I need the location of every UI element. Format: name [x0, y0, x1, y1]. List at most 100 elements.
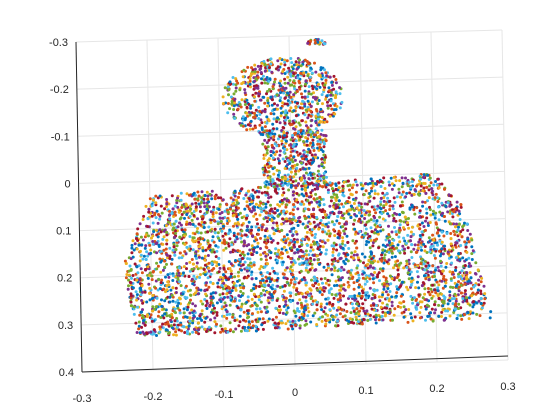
- scatter-point: [315, 300, 319, 304]
- scatter-point: [272, 117, 276, 121]
- scatter-point: [482, 284, 486, 288]
- scatter-point: [288, 167, 292, 171]
- scatter-point: [236, 206, 240, 210]
- scatter-point: [206, 194, 210, 198]
- scatter-point: [276, 103, 279, 107]
- scatter-point: [311, 138, 315, 142]
- scatter-point: [317, 172, 321, 176]
- scatter-point: [266, 200, 270, 204]
- scatter-point: [154, 216, 158, 220]
- scatter-point: [331, 302, 335, 306]
- scatter-point: [256, 70, 260, 74]
- scatter-point: [185, 209, 189, 213]
- scatter-point: [385, 191, 389, 195]
- scatter-point: [335, 195, 339, 199]
- scatter-point: [354, 230, 358, 234]
- scatter-point: [174, 231, 178, 235]
- scatter-point: [390, 295, 394, 299]
- scatter-point: [293, 320, 297, 323]
- scatter-point: [253, 111, 256, 115]
- scatter-point: [387, 251, 391, 254]
- scatter-point: [373, 228, 377, 232]
- scatter-point: [314, 281, 317, 285]
- scatter-point: [285, 266, 289, 270]
- scatter-point: [341, 225, 345, 229]
- scatter-point: [320, 128, 324, 132]
- scatter-point: [273, 189, 277, 193]
- scatter-point: [241, 115, 245, 119]
- scatter-point: [294, 131, 297, 135]
- scatter-point: [291, 193, 295, 197]
- scatter-point: [357, 219, 361, 223]
- scatter-point: [245, 128, 249, 132]
- scatter-point: [300, 184, 304, 188]
- scatter-point: [415, 270, 419, 274]
- scatter-point: [297, 121, 301, 125]
- scatter-point: [246, 252, 250, 256]
- scatter-point: [415, 206, 419, 210]
- scatter-point: [337, 253, 340, 257]
- scatter-point: [277, 159, 281, 163]
- scatter-point: [392, 266, 395, 270]
- scatter-point: [240, 240, 244, 244]
- scatter-point: [176, 306, 180, 310]
- scatter-point: [236, 279, 239, 283]
- scatter-point: [325, 232, 329, 236]
- scatter-point: [218, 266, 222, 270]
- scatter-point: [155, 261, 159, 265]
- scatter-point: [129, 296, 133, 300]
- scatter-point: [338, 257, 342, 261]
- scatter-point: [211, 215, 215, 219]
- scatter-point: [192, 236, 196, 240]
- scatter-point: [290, 221, 294, 225]
- scatter-point: [297, 310, 301, 313]
- scatter-point: [465, 222, 469, 226]
- scatter-point: [127, 273, 131, 277]
- scatter-point: [251, 68, 255, 72]
- scatter-point: [259, 71, 263, 74]
- scatter-point: [254, 202, 258, 206]
- scatter-point: [263, 321, 267, 324]
- scatter-point: [162, 287, 166, 291]
- scatter-point: [314, 70, 318, 74]
- scatter-point: [165, 233, 169, 237]
- scatter-point: [251, 127, 255, 131]
- scatter-point: [218, 216, 222, 220]
- scatter-point: [334, 90, 338, 94]
- scatter-point: [218, 239, 222, 242]
- scatter-point: [304, 108, 308, 112]
- scatter-point: [277, 309, 281, 313]
- scatter-point: [352, 309, 356, 313]
- scatter-point: [428, 250, 432, 254]
- scatter-point: [140, 325, 144, 329]
- scatter-point: [307, 215, 311, 219]
- scatter-point: [251, 188, 255, 192]
- scatter-point: [303, 187, 307, 191]
- scatter-point: [322, 88, 326, 92]
- scatter-point: [380, 314, 384, 318]
- scatter-point: [325, 94, 329, 98]
- scatter-point: [410, 298, 414, 302]
- scatter-point: [350, 204, 354, 208]
- scatter-point: [476, 268, 480, 272]
- scatter-point: [316, 288, 319, 292]
- scatter-point: [322, 145, 326, 149]
- scatter-point: [194, 205, 198, 209]
- scatter-point: [240, 216, 244, 220]
- scatter-point: [228, 321, 232, 325]
- scatter-point: [379, 203, 383, 206]
- scatter-point: [294, 323, 297, 327]
- scatter-point: [317, 200, 321, 204]
- scatter-point: [197, 245, 201, 249]
- scatter-point: [388, 274, 392, 278]
- scatter-point: [279, 111, 283, 115]
- scatter-point: [137, 327, 141, 331]
- scatter-point: [459, 230, 463, 234]
- scatter-point: [392, 175, 396, 179]
- scatter-point: [298, 326, 302, 330]
- scatter-point: [410, 225, 414, 229]
- scatter-point: [385, 260, 389, 264]
- scatter-point: [135, 298, 139, 302]
- scatter-point: [375, 219, 379, 223]
- scatter-point: [352, 253, 356, 257]
